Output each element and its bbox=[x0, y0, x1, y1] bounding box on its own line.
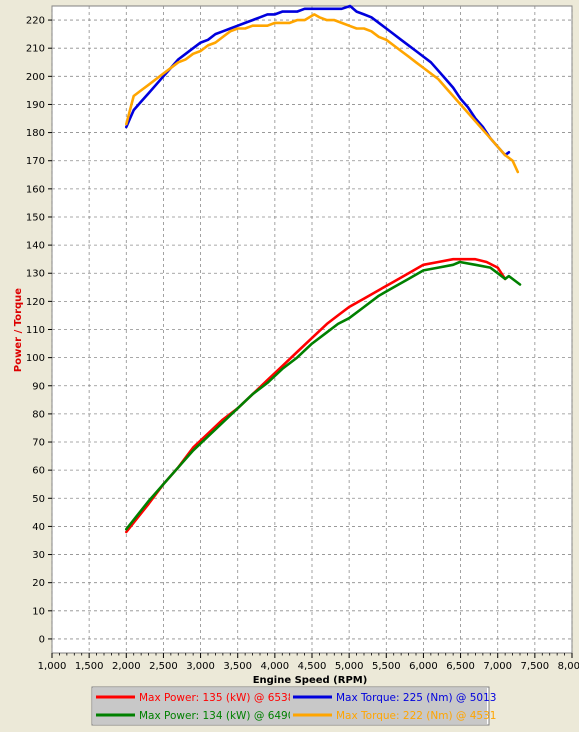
y-tick-label: 30 bbox=[32, 550, 45, 561]
x-tick-label: 1,000 bbox=[38, 661, 67, 672]
x-tick-label: 7,500 bbox=[521, 661, 550, 672]
y-tick-label: 180 bbox=[26, 128, 45, 139]
legend-item-bg bbox=[290, 706, 487, 724]
y-tick-label: 190 bbox=[26, 100, 45, 111]
y-tick-label: 70 bbox=[32, 438, 45, 449]
x-tick-label: 5,000 bbox=[335, 661, 364, 672]
y-tick-label: 20 bbox=[32, 578, 45, 589]
x-tick-label: 2,000 bbox=[112, 661, 141, 672]
legend-label: Max Torque: 225 (Nm) @ 5013 bbox=[336, 692, 496, 704]
y-tick-label: 0 bbox=[39, 634, 45, 645]
series-line-2 bbox=[125, 4, 511, 157]
x-tick-label: 4,500 bbox=[298, 661, 327, 672]
y-axis: 0 10 20 30 40 50 60 70 80 90 100 110 120 130 140 150 160… bbox=[26, 16, 52, 645]
x-axis-title: Engine Speed (RPM) bbox=[253, 675, 368, 686]
legend-item-bg bbox=[93, 688, 290, 706]
x-tick-label: 8,000 bbox=[558, 661, 579, 672]
y-tick-label: 60 bbox=[32, 466, 45, 477]
legend-label: Max Torque: 222 (Nm) @ 4531 bbox=[336, 710, 496, 722]
legend-item-bg bbox=[93, 706, 290, 724]
x-tick-label: 2,500 bbox=[149, 661, 178, 672]
y-tick-label: 50 bbox=[32, 494, 45, 505]
y-tick-label: 10 bbox=[32, 606, 45, 617]
y-tick-label: 140 bbox=[26, 241, 45, 252]
y-tick-label: 200 bbox=[26, 72, 45, 83]
y-tick-label: 100 bbox=[26, 353, 45, 364]
y-tick-label: 90 bbox=[32, 381, 45, 392]
x-tick-label: 3,000 bbox=[186, 661, 215, 672]
legend-label: Max Power: 134 (kW) @ 6490 bbox=[139, 710, 294, 722]
y-tick-label: 80 bbox=[32, 409, 45, 420]
y-tick-label: 150 bbox=[26, 212, 45, 223]
legend: Max Power: 135 (kW) @ 6538 Max Torque: 22… bbox=[91, 686, 496, 726]
x-axis: 1,000 1,500 2,000 2,500 3,000 3,500 4,000 4,500… bbox=[38, 653, 579, 672]
series-layer bbox=[125, 4, 522, 534]
y-tick-label: 130 bbox=[26, 269, 45, 280]
x-tick-label: 4,000 bbox=[261, 661, 290, 672]
series-line-3 bbox=[125, 13, 520, 174]
y-tick-label: 170 bbox=[26, 156, 45, 167]
x-tick-label: 1,500 bbox=[75, 661, 104, 672]
x-tick-label: 3,500 bbox=[223, 661, 252, 672]
y-axis-title: Power / Torque bbox=[13, 288, 24, 372]
x-tick-label: 6,000 bbox=[409, 661, 438, 672]
x-tick-label: 7,000 bbox=[483, 661, 512, 672]
y-tick-label: 160 bbox=[26, 184, 45, 195]
y-tick-label: 110 bbox=[26, 325, 45, 336]
series-line-1 bbox=[125, 260, 522, 531]
y-tick-label: 120 bbox=[26, 297, 45, 308]
x-tick-label: 6,500 bbox=[446, 661, 475, 672]
legend-label: Max Power: 135 (kW) @ 6538 bbox=[139, 692, 294, 704]
y-tick-label: 220 bbox=[26, 16, 45, 27]
x-tick-label: 5,500 bbox=[372, 661, 401, 672]
grid bbox=[51, 6, 573, 653]
y-tick-label: 210 bbox=[26, 44, 45, 55]
y-tick-label: 40 bbox=[32, 522, 45, 533]
legend-item-bg bbox=[290, 688, 487, 706]
